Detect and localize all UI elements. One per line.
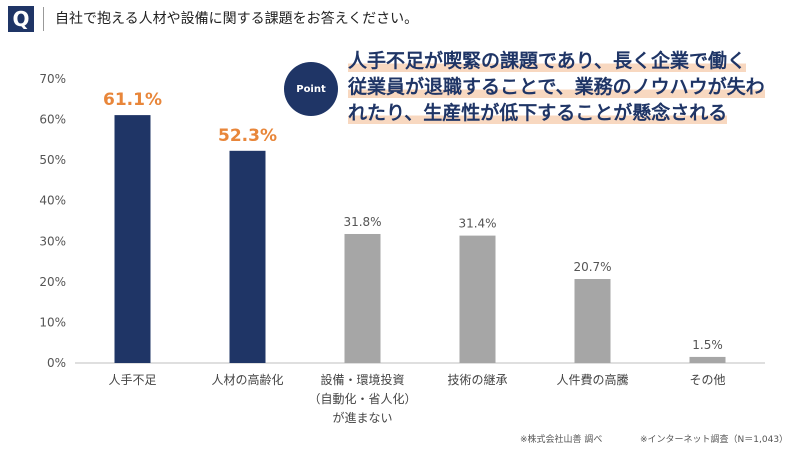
bar-value-label: 31.4% <box>458 217 496 231</box>
bar <box>689 356 726 363</box>
bar-value-label: 1.5% <box>692 338 723 352</box>
x-category-label: 人件費の高騰 <box>556 372 628 387</box>
y-tick-label: 20% <box>39 275 66 289</box>
y-tick-label: 60% <box>39 113 66 127</box>
bar-value-label: 31.8% <box>343 215 381 229</box>
callout-line-3: れたり、生産性が低下することが懸念される <box>348 102 728 124</box>
x-category-label: 技術の継承 <box>447 372 507 387</box>
y-tick-label: 0% <box>47 356 66 370</box>
bar <box>344 233 381 363</box>
y-tick-label: 10% <box>39 315 66 329</box>
point-badge: Point <box>284 62 338 116</box>
callout-line-2: 従業員が退職することで、業務のノウハウが失わ <box>348 76 765 98</box>
callout-line-1: 人手不足が喫緊の課題であり、長く企業で働く <box>348 50 747 72</box>
x-category-label: その他 <box>689 373 725 387</box>
footnote-source: ※株式会社山善 調べ <box>520 435 603 445</box>
y-tick-label: 30% <box>39 234 66 248</box>
x-category-label: 設備・環境投資 <box>320 372 404 387</box>
x-category-label: 人材の高齢化 <box>211 372 283 387</box>
bar <box>459 235 496 363</box>
bar <box>114 115 151 363</box>
bar-value-label: 20.7% <box>573 260 611 274</box>
y-tick-label: 50% <box>39 153 66 167</box>
question-text: 自社で抱える人材や設備に関する課題をお答えください。 <box>55 11 419 27</box>
x-category-label: 人手不足 <box>108 373 156 387</box>
bar <box>574 279 611 363</box>
y-tick-label: 70% <box>39 72 66 86</box>
bar-value-label: 52.3% <box>218 126 277 146</box>
header-divider <box>43 7 44 31</box>
point-callout: 人手不足が喫緊の課題であり、長く企業で働く 従業員が退職することで、業務のノウハ… <box>348 48 768 126</box>
question-q-badge: Q <box>8 6 34 32</box>
y-tick-label: 40% <box>39 194 66 208</box>
bar <box>229 150 266 363</box>
x-category-label: が進まない <box>332 410 392 425</box>
x-category-label: （自動化・省人化） <box>308 392 416 406</box>
bar-value-label: 61.1% <box>103 90 162 110</box>
footnote-survey: ※インターネット調査（N＝1,043） <box>640 435 789 445</box>
